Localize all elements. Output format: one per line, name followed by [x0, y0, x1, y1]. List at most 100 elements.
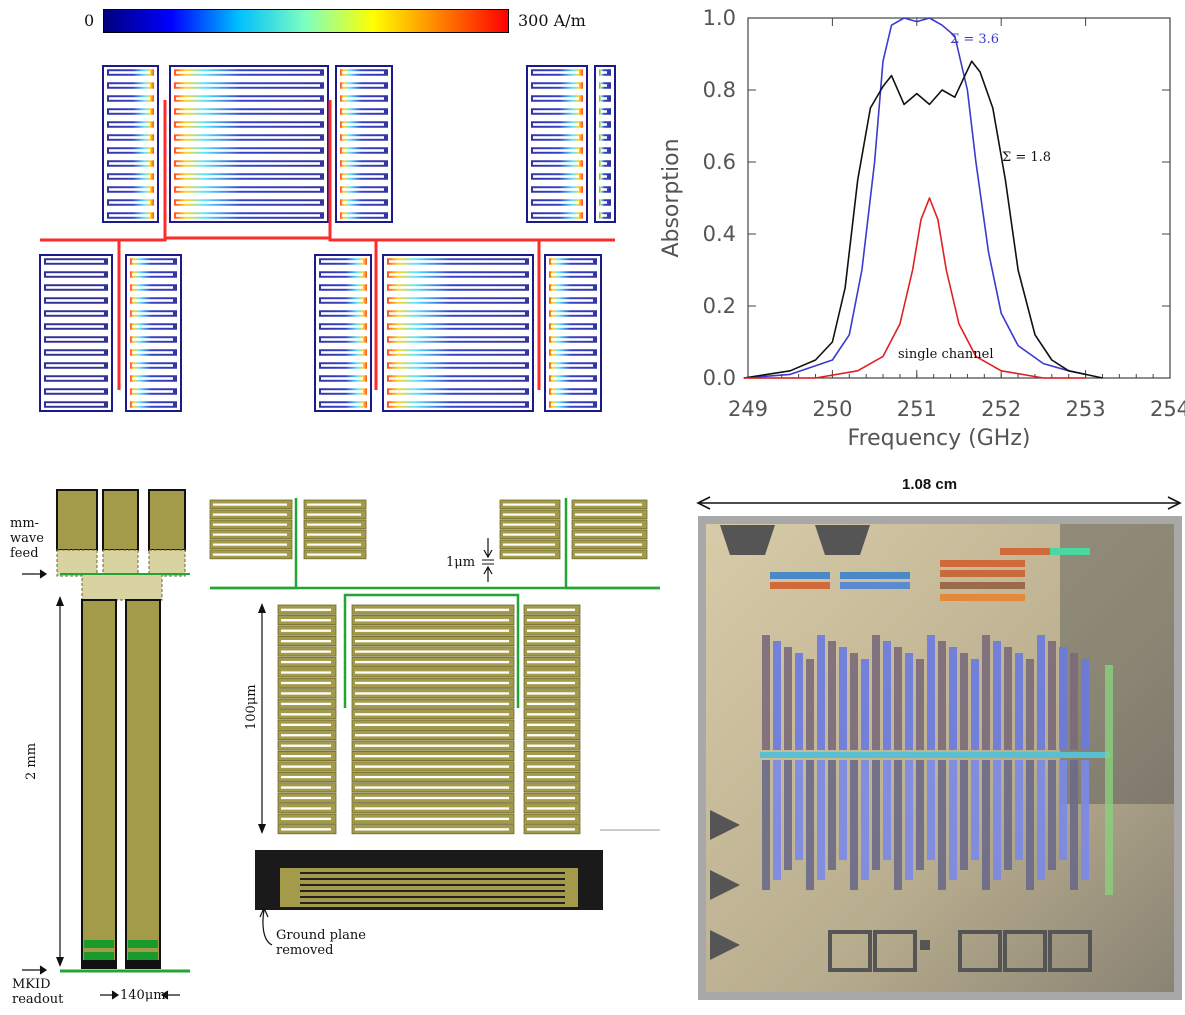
resonator-bar	[817, 760, 825, 880]
resonator-bar	[828, 641, 836, 750]
resonator-block	[39, 254, 113, 412]
resonator-bar	[949, 760, 957, 880]
resonator-bar	[1081, 659, 1089, 750]
meander-block	[523, 604, 581, 835]
gap-label: 1μm	[446, 555, 476, 570]
mkid-end	[82, 960, 116, 968]
y-tick-label: 1.0	[703, 6, 736, 30]
mkid-end	[126, 960, 160, 968]
resonator-bar	[1004, 760, 1012, 870]
resonator-block	[314, 254, 372, 412]
resonator-block	[102, 65, 159, 223]
idc-finger	[300, 884, 565, 886]
series-annotation: Σ = 3.6	[950, 32, 999, 47]
resonator-bar	[982, 760, 990, 890]
y-tick-label: 0.6	[703, 150, 736, 174]
x-tick-label: 249	[728, 397, 768, 421]
y-tick-label: 0.2	[703, 294, 736, 318]
resonator-bar	[795, 760, 803, 860]
x-axis-label: Frequency (GHz)	[848, 426, 1031, 451]
resonator-bar	[861, 760, 869, 880]
absorption-chart-panel: 249 250 251 252 253 254 0.0 0.2 0.4 0.6 0.8 1.0 Freq…	[640, 0, 1185, 460]
colorbar-max-label: 300 A/m	[518, 11, 586, 30]
meander-block	[209, 499, 293, 560]
colorbar-min-label: 0	[84, 11, 95, 30]
coupler	[81, 573, 163, 601]
series-line-1	[743, 17, 1086, 379]
mm-wave-feed-label: mm- wave feed	[10, 516, 44, 561]
filter-strip	[840, 572, 910, 579]
resonator-bar	[839, 647, 847, 750]
filter-strip	[1050, 548, 1090, 555]
resonator-bar	[1048, 641, 1056, 750]
test-structure	[1048, 930, 1092, 972]
idc-finger	[300, 902, 565, 904]
long-resonator	[125, 599, 161, 969]
filter-strip	[770, 572, 830, 579]
resonator-bar	[883, 760, 891, 860]
ground-strip	[280, 850, 578, 868]
resonator-bar	[960, 653, 968, 750]
scale-bar-arrows	[696, 496, 1182, 510]
test-marker	[920, 940, 930, 950]
width-label: 140μm	[120, 988, 166, 1003]
width-arrows	[100, 990, 180, 1000]
resonator-bar	[784, 760, 792, 870]
resonator-bar	[773, 641, 781, 750]
feed-coupler	[102, 549, 139, 577]
y-tick-label: 0.4	[703, 222, 736, 246]
scale-label: 1.08 cm	[902, 476, 958, 493]
meander-block	[277, 604, 337, 835]
resonator-bar	[806, 659, 814, 750]
feed-coupler	[56, 549, 98, 577]
resonator-block	[125, 254, 182, 412]
resonator-bar	[817, 635, 825, 750]
meander-block	[571, 499, 648, 560]
plot-frame	[747, 17, 1171, 379]
height-label: 100μm	[244, 684, 259, 730]
resonator-block	[169, 65, 329, 223]
bond-pad	[815, 525, 870, 555]
resonator-bar	[828, 760, 836, 870]
resonator-bar	[1081, 760, 1089, 880]
resonator-bar	[938, 641, 946, 750]
meander-block	[303, 499, 367, 560]
resonator-bar	[1059, 760, 1067, 860]
colorbar	[103, 9, 509, 33]
resonator-bar	[949, 647, 957, 750]
main-feed-line	[40, 236, 615, 242]
resonator-bar	[872, 760, 880, 870]
resonator-bar	[850, 653, 858, 750]
resonator-bar	[971, 760, 979, 860]
current-density-panel: 0 300 A/m	[0, 0, 640, 440]
resonator-bar	[993, 641, 1001, 750]
resonator-bar	[938, 760, 946, 890]
long-resonator	[81, 599, 117, 969]
side-strip	[1105, 665, 1113, 895]
x-tick-label: 254	[1150, 397, 1185, 421]
resonator-block	[335, 65, 393, 223]
mkid-end	[128, 940, 158, 948]
y-tick-label: 0.0	[703, 366, 736, 390]
resonator-bar	[773, 760, 781, 880]
filter-layout-panel: mm- wave feed 2 mm MKID readout 140μm 1μ…	[0, 470, 670, 1015]
resonator-bar	[916, 760, 924, 870]
ground-plane-label: Ground plane removed	[276, 928, 366, 958]
feed-box	[102, 489, 139, 551]
resonator-bar	[1070, 653, 1078, 750]
resonator-block	[594, 65, 616, 223]
resonator-bar	[982, 635, 990, 750]
filter-strip	[940, 582, 1025, 589]
x-tick-label: 250	[812, 397, 852, 421]
resonator-bar	[1048, 760, 1056, 870]
test-structure	[958, 930, 1002, 972]
meander-block	[499, 499, 561, 560]
idc-finger	[300, 878, 565, 880]
gap-marker	[483, 538, 493, 582]
series-annotation: Σ = 1.8	[1002, 150, 1051, 165]
resonator-bar	[905, 653, 913, 750]
resonator-bar	[927, 760, 935, 860]
feed-box	[56, 489, 98, 551]
test-structure	[1003, 930, 1047, 972]
resonator-bar	[993, 760, 1001, 880]
